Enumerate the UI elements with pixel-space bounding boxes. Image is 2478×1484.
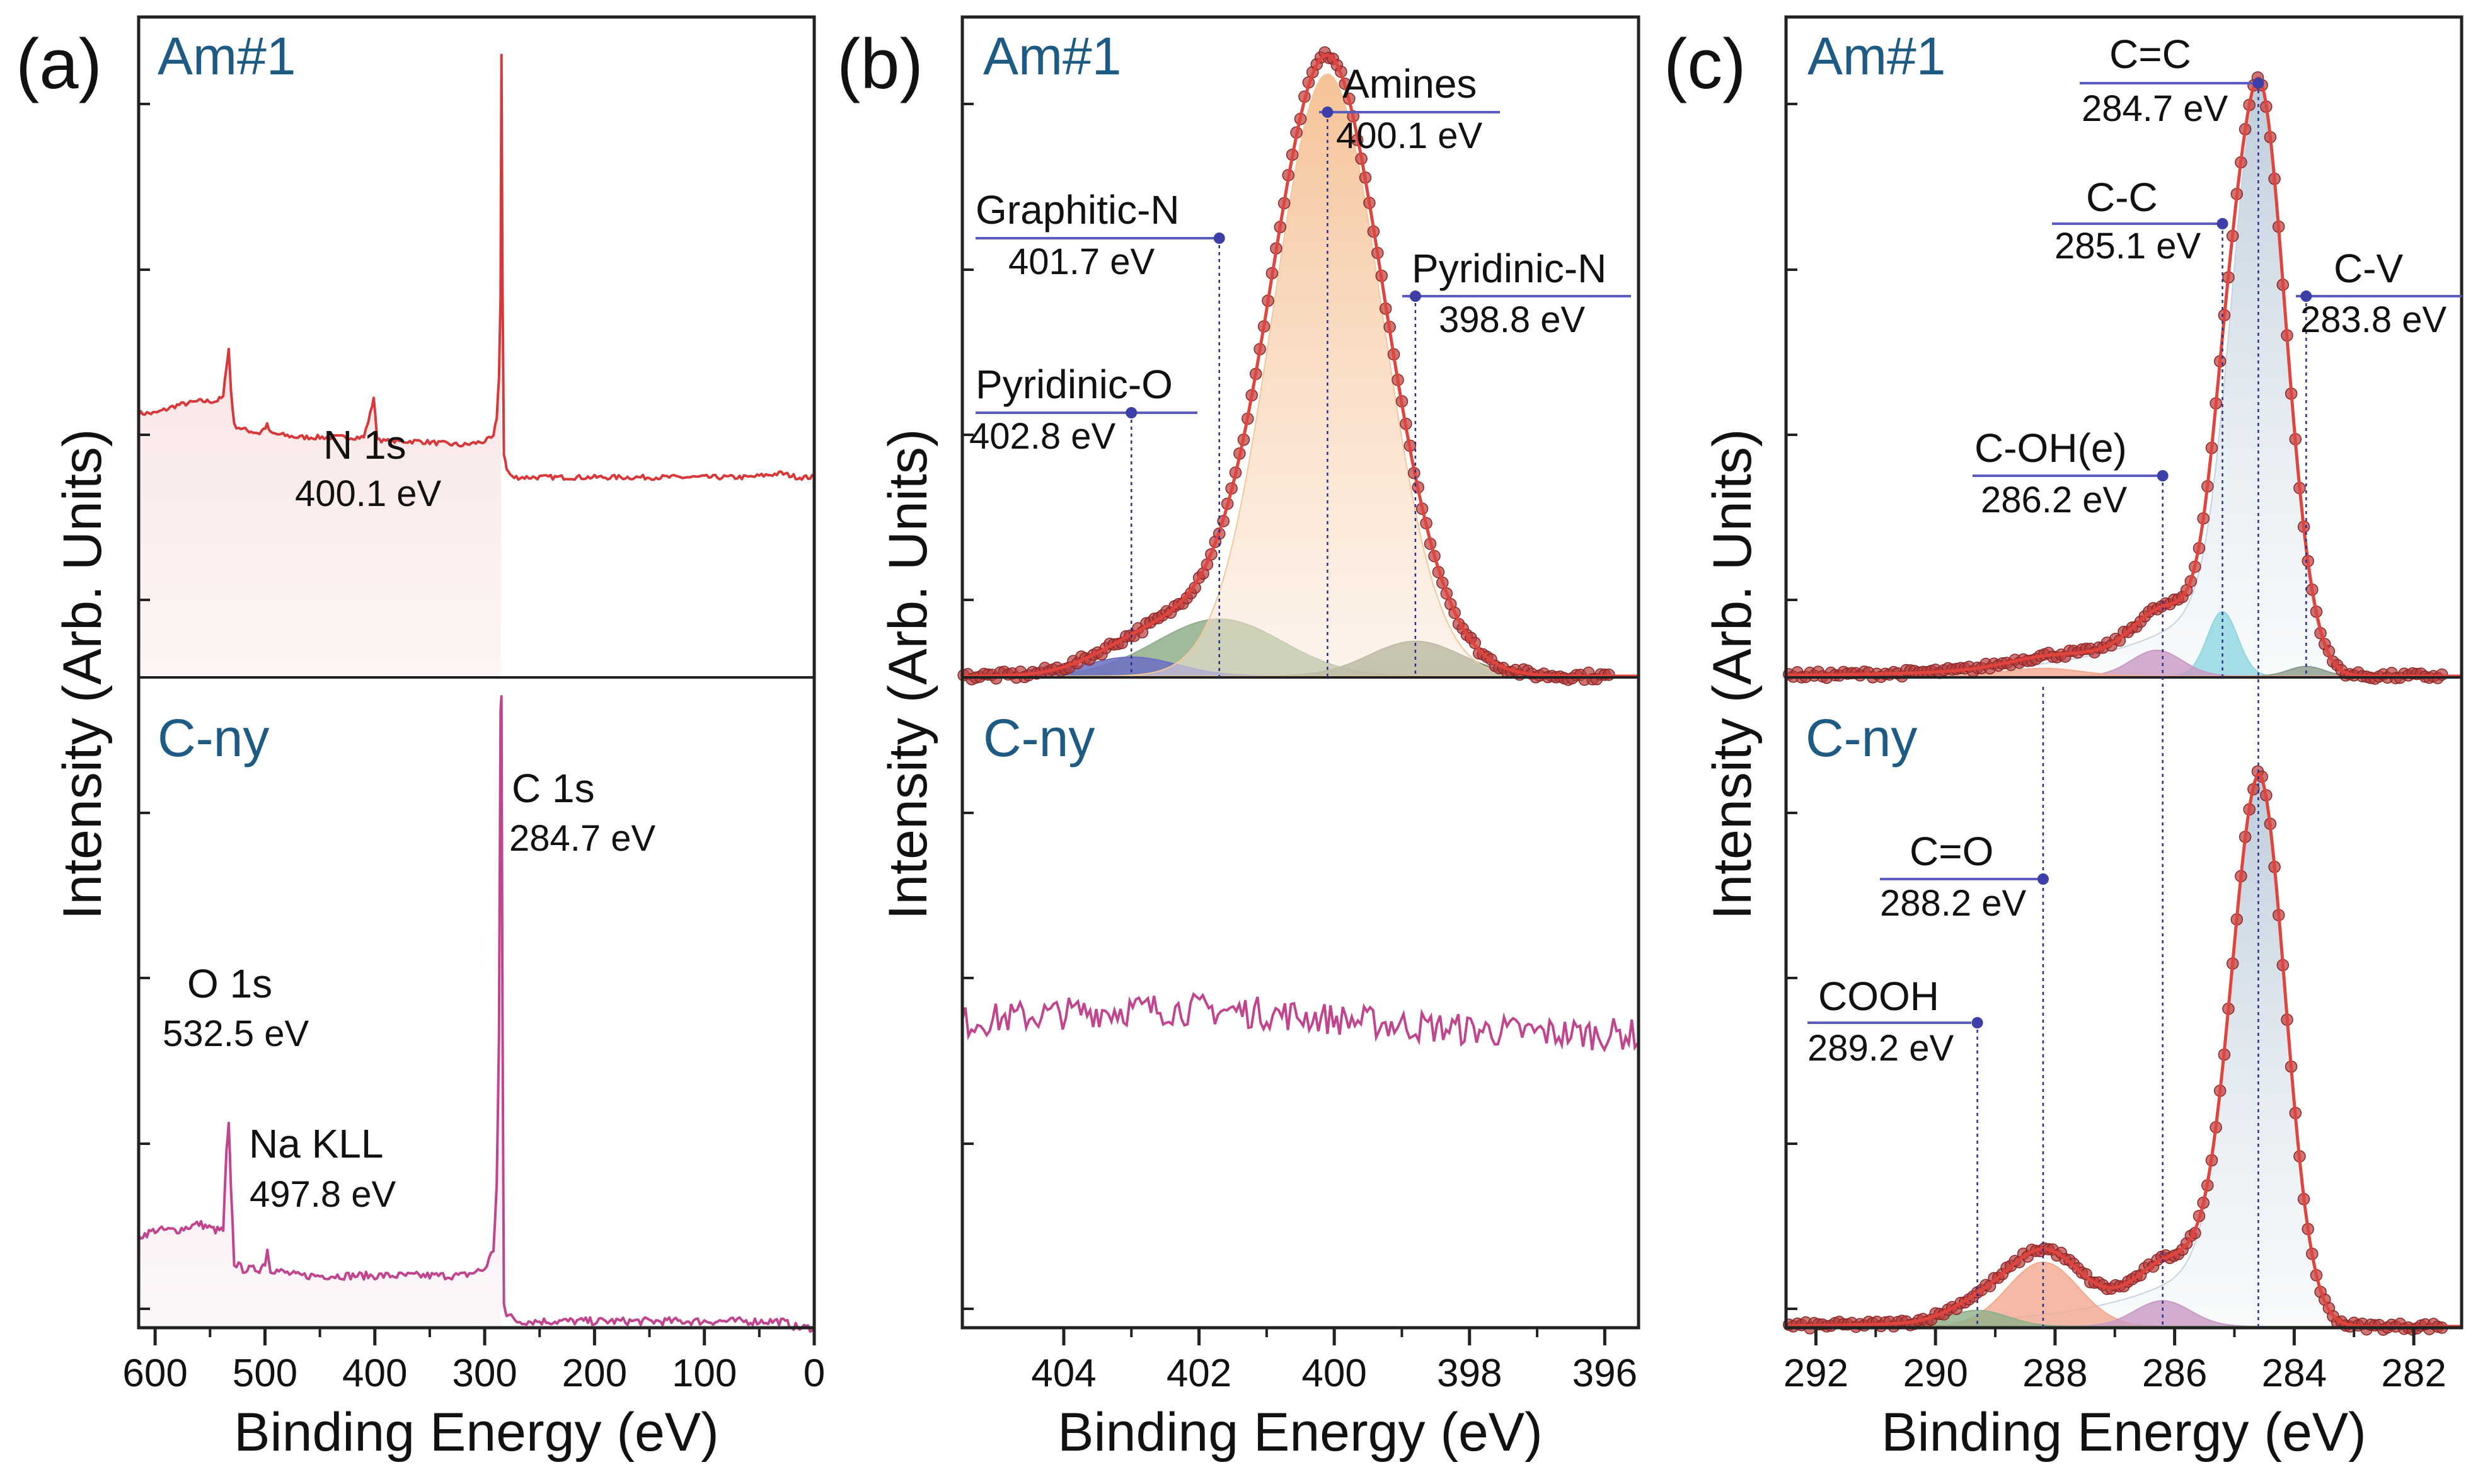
- x-tick-label: 402: [1167, 1352, 1231, 1395]
- fit-envelope-am1: [1786, 76, 2461, 678]
- x-tick-label: 398: [1437, 1352, 1502, 1395]
- panel-label-a: (a): [16, 25, 102, 103]
- x-tick-label: 396: [1572, 1352, 1637, 1395]
- panel-label-c: (c): [1664, 25, 1746, 103]
- annotation-marker-c-c: [2252, 78, 2264, 89]
- peak-nakll-energy: 497.8 eV: [250, 1174, 396, 1215]
- x-tick-label: 100: [672, 1352, 737, 1395]
- panel-a: 600 500 400 300 200 100 0 (a) Am#1 C-ny N 1s 4…: [16, 15, 825, 1463]
- annotation-name-c-v: C-V: [2334, 246, 2404, 291]
- peak-o1s-name: O 1s: [187, 961, 272, 1006]
- x-tick-label: 288: [2022, 1352, 2087, 1395]
- panel-a-xlabel: Binding Energy (eV): [234, 1402, 719, 1463]
- annotation-marker-c-o: [2037, 873, 2049, 885]
- x-tick-label: 290: [1903, 1352, 1968, 1395]
- annotation-energy-c-c: 284.7 eV: [2082, 88, 2228, 129]
- x-tick-label: 292: [1784, 1352, 1848, 1395]
- peak-nakll-name: Na KLL: [249, 1121, 383, 1166]
- x-tick-label: 0: [804, 1352, 825, 1395]
- panel-a-y-ticks: [139, 103, 150, 1310]
- annotation-energy-graphitic-n: 401.7 eV: [1008, 241, 1155, 282]
- x-tick-label: 284: [2262, 1352, 2327, 1395]
- x-tick-label: 400: [1301, 1352, 1366, 1395]
- panel-b-x-axis: 404 402 400 398 396: [1031, 1328, 1637, 1395]
- annotation-marker-pyridinic-o: [1126, 407, 1138, 418]
- annotation-marker-graphitic-n: [1213, 233, 1225, 244]
- series-label-cny-c: C-ny: [1806, 708, 1917, 768]
- annotation-name-c-o: C=O: [1910, 829, 1993, 874]
- series-label-am1-b: Am#1: [983, 26, 1121, 86]
- annotation-name-c-c: C=C: [2109, 32, 2191, 77]
- peak-n1s-energy: 400.1 eV: [295, 473, 442, 514]
- annotation-energy-pyridinic-o: 402.8 eV: [969, 416, 1116, 457]
- c1s-plot: [1782, 71, 2462, 1336]
- panel-b-frame: [960, 15, 1640, 1330]
- panel-a-x-axis: 600 500 400 300 200 100 0: [122, 1328, 825, 1395]
- series-fill-am1: [139, 176, 502, 677]
- annotation-name-pyridinic-n: Pyridinic-N: [1412, 246, 1606, 291]
- annotation-name-amines: Amines: [1342, 61, 1477, 106]
- panel-c-frame: [1784, 15, 2464, 1330]
- x-tick-label: 300: [452, 1352, 517, 1395]
- peak-o1s-energy: 532.5 eV: [163, 1013, 309, 1054]
- survey-lines: [137, 54, 815, 1333]
- annotation-energy-c-oh-e-: 286.2 eV: [1981, 480, 2128, 521]
- peak-n1s-name: N 1s: [323, 422, 406, 468]
- series-label-cny-a: C-ny: [158, 708, 269, 768]
- x-tick-label: 500: [233, 1352, 297, 1395]
- annotation-energy-c-c: 285.1 eV: [2054, 226, 2201, 267]
- annotation-energy-amines: 400.1 eV: [1336, 115, 1483, 156]
- panel-a-ylabel: Intensity (Arb. Units): [52, 429, 113, 920]
- annotation-name-c-c: C-C: [2086, 175, 2158, 220]
- fit-peak-am1-c-c: [1785, 81, 2462, 677]
- peak-c1s-energy: 284.7 eV: [509, 818, 656, 859]
- series-line-cny: [137, 695, 815, 1333]
- annotation-marker-amines: [1322, 106, 1334, 118]
- x-tick-label: 400: [342, 1352, 407, 1395]
- fit-envelope: [962, 53, 1639, 678]
- annotation-energy-c-o: 288.2 eV: [1880, 883, 2027, 924]
- annotation-name-c-oh-e-: C-OH(e): [1974, 425, 2127, 471]
- series-line-am1: [137, 54, 815, 481]
- panel-b-y-ticks: [962, 103, 974, 1310]
- x-tick-label: 282: [2381, 1352, 2446, 1395]
- panel-a-frame: [137, 15, 816, 1330]
- annotation-marker-c-c: [2216, 218, 2228, 229]
- panel-c: 292 290 288 286 284 282 C=C 284.7 eV C-C 285.1 e…: [1664, 15, 2464, 1463]
- series-line-cny: [961, 992, 1639, 1053]
- panel-c-x-axis: 292 290 288 286 284 282: [1784, 1328, 2446, 1395]
- series-label-am1-a: Am#1: [158, 26, 296, 86]
- panel-b-xlabel: Binding Energy (eV): [1057, 1402, 1543, 1463]
- series-label-cny-b: C-ny: [983, 708, 1095, 768]
- annotation-energy-pyridinic-n: 398.8 eV: [1439, 299, 1586, 340]
- x-tick-label: 404: [1031, 1352, 1096, 1395]
- panel-c-y-ticks: [1786, 103, 1797, 1310]
- n1s-plot: [957, 46, 1639, 1053]
- x-tick-label: 200: [562, 1352, 627, 1395]
- x-tick-label: 600: [122, 1352, 187, 1395]
- annotation-energy-cooh: 289.2 eV: [1807, 1028, 1954, 1069]
- annotation-marker-cooh: [1971, 1017, 1983, 1028]
- fit-envelope-cny: [1786, 772, 2461, 1328]
- series-label-am1-c: Am#1: [1807, 26, 1945, 86]
- c1s-annotations: C=C 284.7 eV C-C 285.1 eV C-V 283.8 eV C-OH(e)…: [1807, 32, 2462, 1328]
- annotation-energy-c-v: 283.8 eV: [2300, 299, 2447, 340]
- panel-label-b: (b): [837, 25, 923, 103]
- annotation-name-pyridinic-o: Pyridinic-O: [976, 362, 1173, 407]
- annotation-name-graphitic-n: Graphitic-N: [976, 187, 1180, 233]
- panel-c-ylabel: Intensity (Arb. Units): [1702, 429, 1763, 920]
- panel-c-xlabel: Binding Energy (eV): [1881, 1402, 2366, 1463]
- panel-b: 404 402 400 398 396 Amines 400.1 eV Graphitic-…: [837, 15, 1640, 1463]
- annotation-name-cooh: COOH: [1818, 974, 1939, 1019]
- x-tick-label: 286: [2142, 1352, 2207, 1395]
- annotation-marker-c-oh-e-: [2157, 470, 2169, 481]
- annotation-marker-pyridinic-n: [1409, 290, 1421, 302]
- n1s-annotations: Amines 400.1 eV Graphitic-N 401.7 eV Pyridin…: [969, 61, 1631, 677]
- panel-b-ylabel: Intensity (Arb. Units): [878, 429, 938, 920]
- peak-c1s-name: C 1s: [512, 766, 595, 811]
- annotation-marker-c-v: [2300, 290, 2312, 302]
